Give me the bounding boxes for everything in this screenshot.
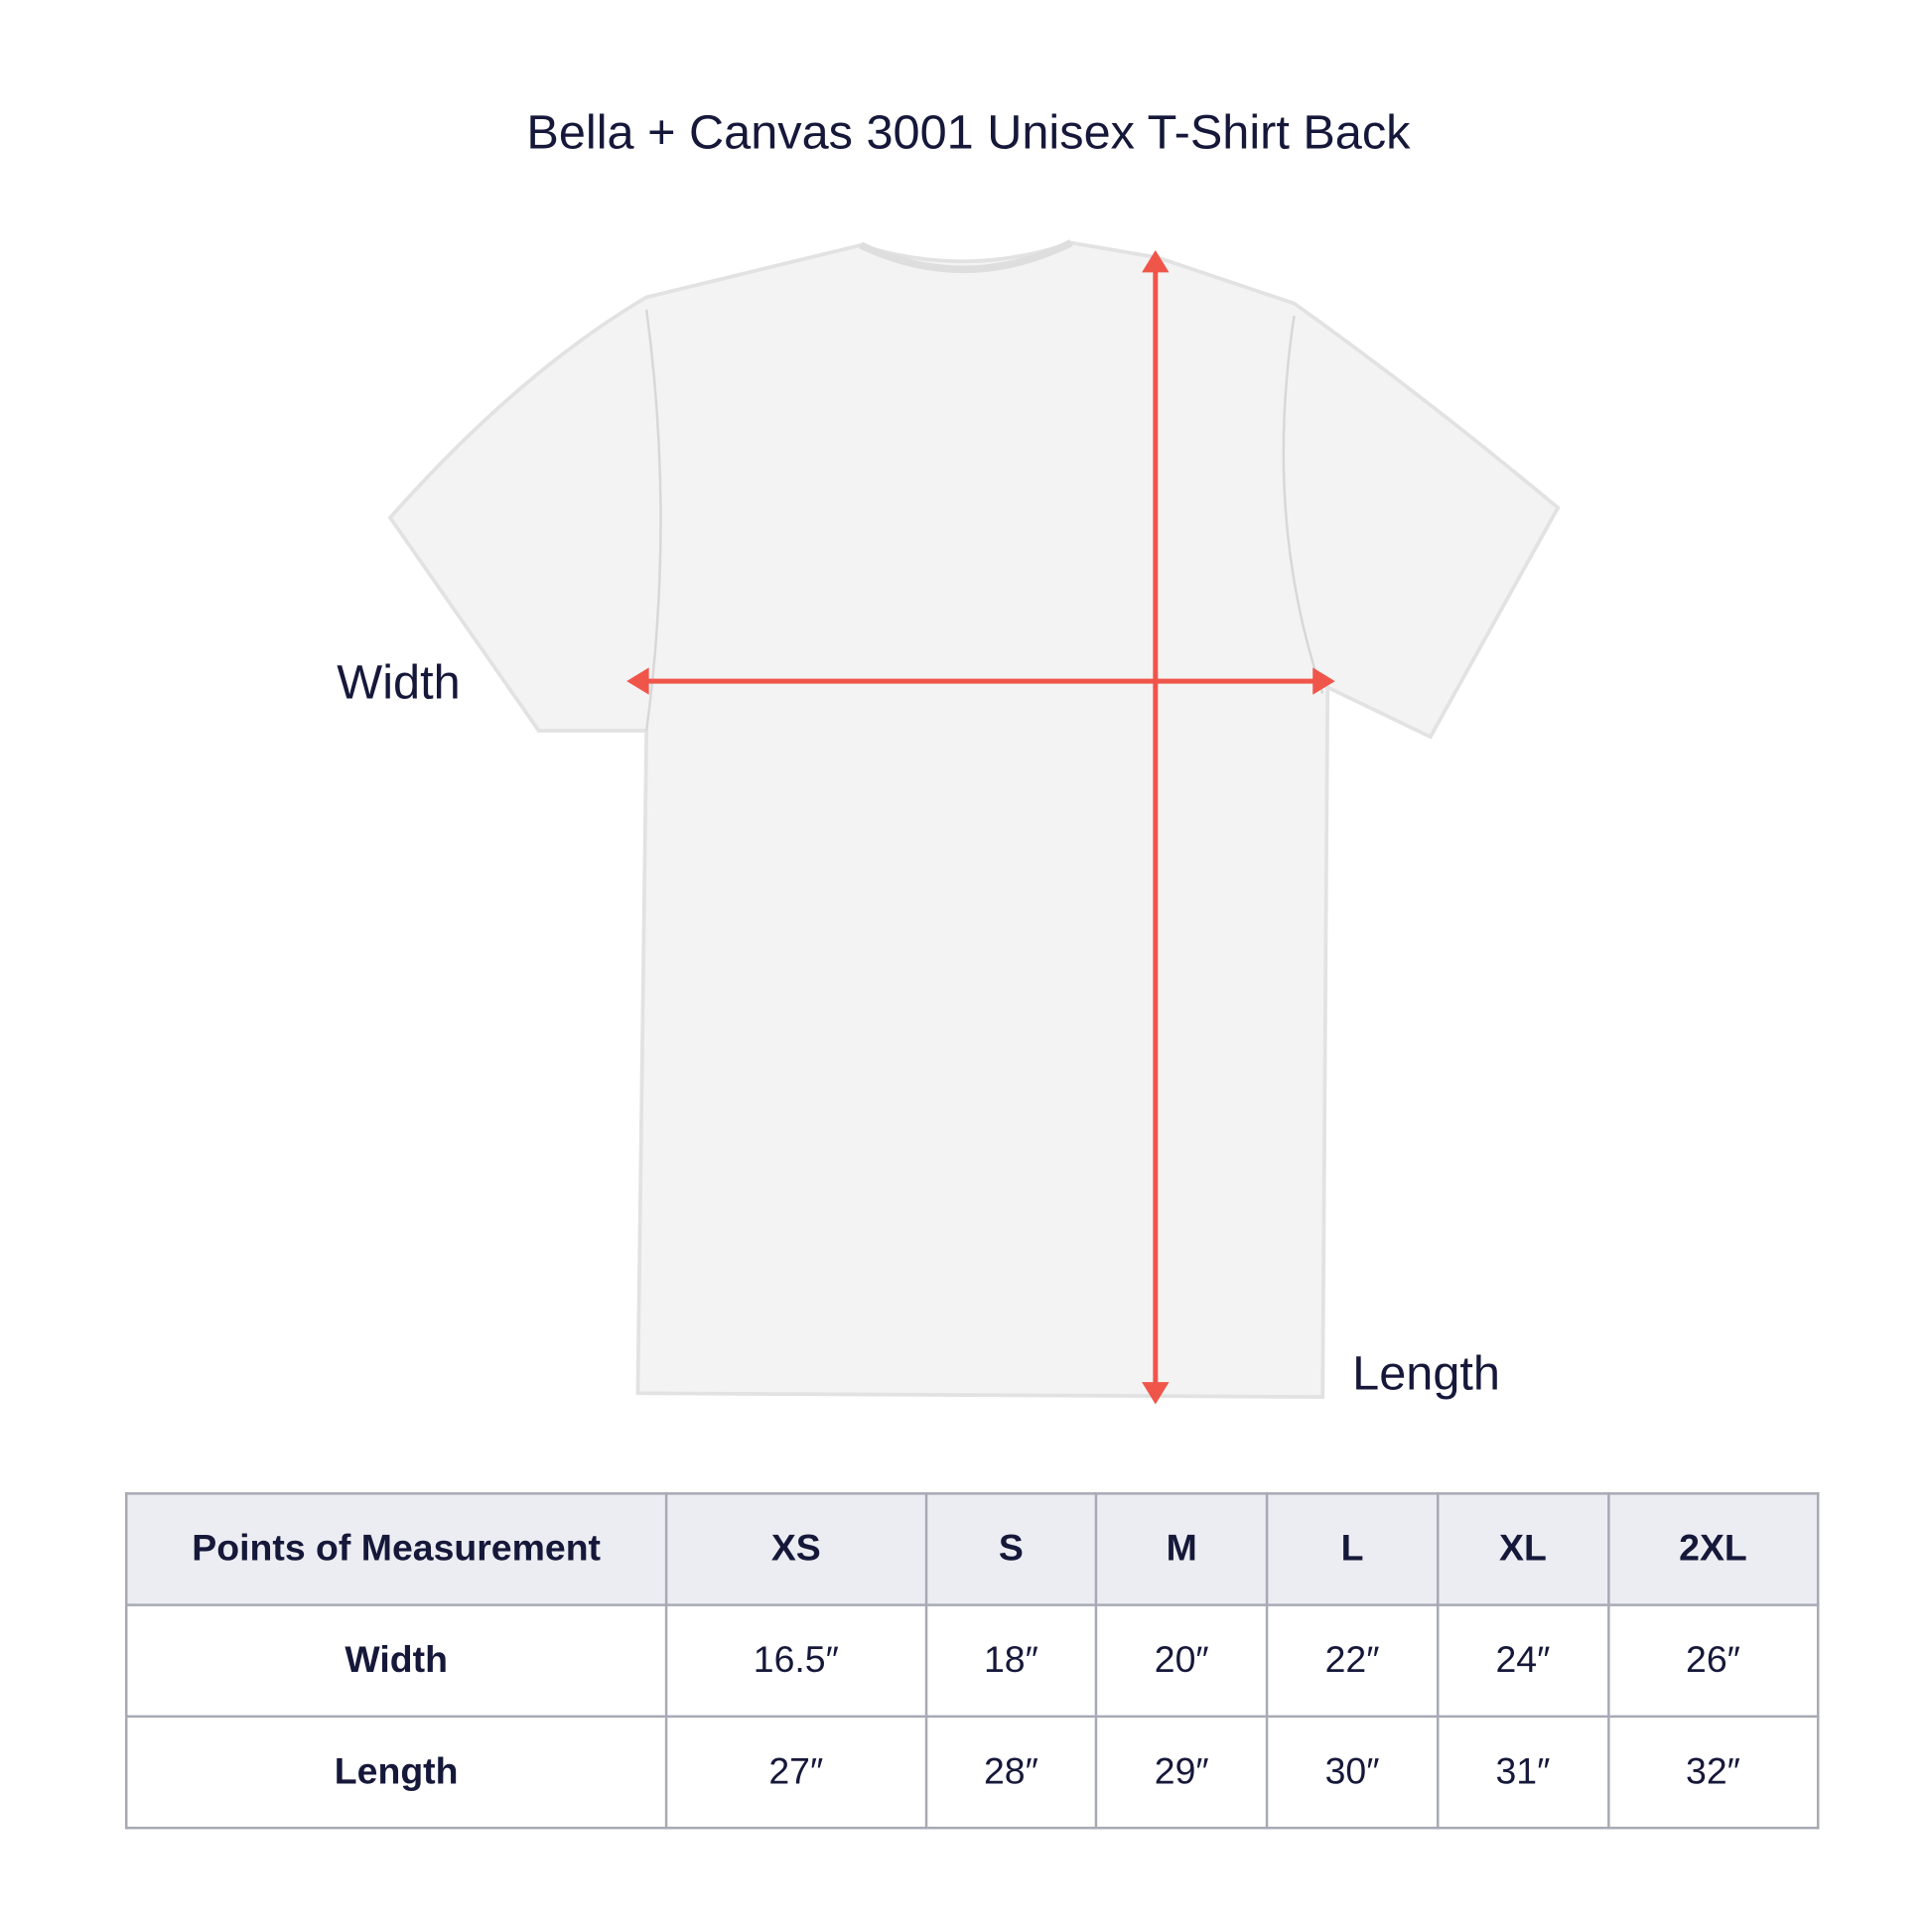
header-cell: XL [1436,1492,1610,1606]
header-cell: S [924,1492,1098,1606]
table-cell: 22″ [1265,1603,1440,1719]
header-cell: M [1095,1492,1269,1606]
table-cell: 18″ [924,1603,1098,1719]
table-cell: 20″ [1095,1603,1269,1719]
header-cell: 2XL [1606,1492,1820,1606]
table-row: Width 16.5″ 18″ 20″ 22″ 24″ 26″ [124,1603,1820,1719]
table-cell: 26″ [1606,1603,1820,1719]
table-row: Length 27″ 28″ 29″ 30″ 31″ 32″ [124,1715,1820,1830]
table-cell: 32″ [1606,1715,1820,1830]
table-cell: 27″ [664,1715,927,1830]
table-cell: 28″ [924,1715,1098,1830]
tshirt-back-image [387,240,1561,1399]
measurement-table: Points of Measurement XS S M L XL 2XL Wi… [124,1492,1820,1830]
row-label: Length [124,1715,668,1830]
header-cell: Points of Measurement [124,1492,668,1606]
width-arrow [626,667,1335,695]
chart-title: Bella + Canvas 3001 Unisex T-Shirt Back [526,106,1411,160]
sleeve-seams [644,309,1324,732]
length-arrow [1142,249,1170,1405]
collar [859,239,1073,274]
length-label: Length [1352,1347,1500,1401]
width-label: Width [337,656,461,710]
table-header-row: Points of Measurement XS S M L XL 2XL [124,1492,1820,1606]
header-cell: XS [664,1492,927,1606]
table-cell: 31″ [1436,1715,1610,1830]
table-cell: 16.5″ [664,1603,927,1719]
table-cell: 24″ [1436,1603,1610,1719]
header-cell: L [1265,1492,1440,1606]
table-cell: 29″ [1095,1715,1269,1830]
row-label: Width [124,1603,668,1719]
table-cell: 30″ [1265,1715,1440,1830]
